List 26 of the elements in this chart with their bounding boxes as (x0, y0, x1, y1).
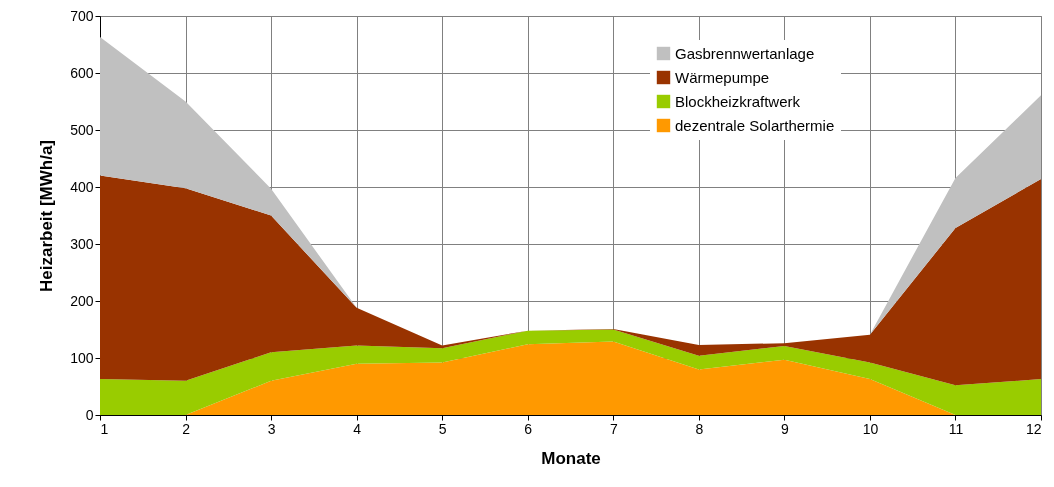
y-axis-title: Heizarbeit [MWh/a] (37, 139, 57, 293)
x-tick-label: 6 (524, 420, 533, 437)
y-tick-label: 300 (70, 235, 94, 252)
x-tick-label: 5 (438, 420, 447, 437)
y-tick-label: 700 (70, 7, 94, 24)
legend-label: Gasbrennwertanlage (675, 44, 815, 62)
x-tick-label: 8 (695, 420, 704, 437)
legend-label: Wärmepumpe (675, 68, 770, 86)
x-tick-label: 2 (182, 420, 191, 437)
y-tick-label: 200 (70, 292, 94, 309)
legend-label: dezentrale Solarthermie (675, 116, 835, 134)
x-tick-label: 11 (948, 420, 964, 437)
x-axis-title: Monate (541, 448, 601, 468)
x-tick-label: 7 (609, 420, 618, 437)
x-tick-label: 10 (862, 420, 879, 437)
x-tick-label: 12 (1025, 420, 1042, 437)
y-tick-label: 0 (85, 406, 94, 423)
x-tick-label: 1 (100, 420, 109, 437)
legend-label: Blockheizkraftwerk (675, 92, 801, 110)
y-tick-label: 600 (70, 64, 94, 81)
x-tick-label: 3 (267, 420, 276, 437)
y-tick-label: 100 (70, 349, 94, 366)
y-tick-label: 500 (70, 121, 94, 138)
x-tick-label: 4 (353, 420, 362, 437)
y-tick-label: 400 (70, 178, 94, 195)
x-tick-label: 9 (780, 420, 789, 437)
